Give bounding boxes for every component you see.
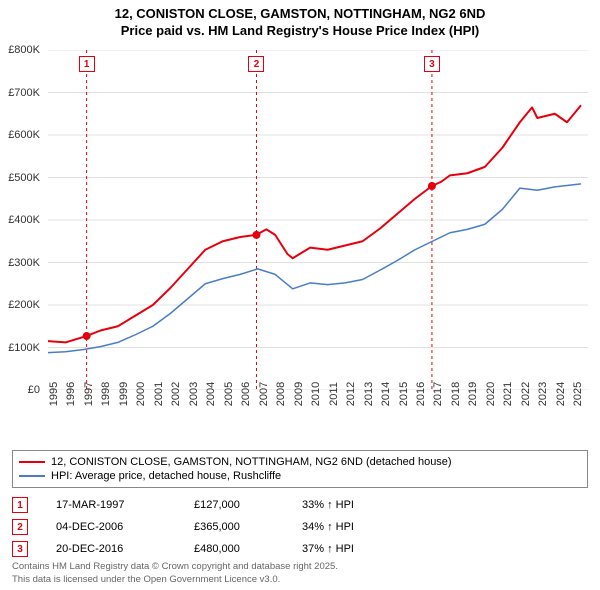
x-axis-tick-label: 2025 (572, 382, 584, 406)
title-line-1: 12, CONISTON CLOSE, GAMSTON, NOTTINGHAM,… (10, 6, 590, 23)
x-axis-tick-label: 2001 (153, 382, 165, 406)
x-axis-tick-label: 2008 (275, 382, 287, 406)
x-axis-tick-label: 2017 (432, 382, 444, 406)
x-axis-tick-label: 2010 (310, 382, 322, 406)
x-axis-tick-label: 2023 (537, 382, 549, 406)
y-axis-tick-label: £500K (8, 172, 40, 184)
x-axis-tick-label: 2012 (345, 382, 357, 406)
chart-area: £0£100K£200K£300K£400K£500K£600K£700K£80… (48, 50, 588, 390)
x-axis-tick-label: 2005 (223, 382, 235, 406)
price-event-badge: 2 (248, 56, 264, 72)
x-axis-tick-label: 2004 (205, 382, 217, 406)
legend-label: 12, CONISTON CLOSE, GAMSTON, NOTTINGHAM,… (51, 456, 452, 468)
line-chart (48, 50, 588, 390)
x-axis-tick-label: 1999 (118, 382, 130, 406)
y-axis-tick-label: £300K (8, 257, 40, 269)
price-event-row: 2 04-DEC-2006 £365,000 34% ↑ HPI (12, 516, 588, 538)
x-axis-tick-label: 2015 (398, 382, 410, 406)
x-axis-tick-label: 2021 (502, 382, 514, 406)
legend-label: HPI: Average price, detached house, Rush… (51, 470, 281, 482)
x-axis-tick-label: 1996 (65, 382, 77, 406)
footer-line-1: Contains HM Land Registry data © Crown c… (12, 561, 338, 573)
price-event-date: 20-DEC-2016 (56, 543, 166, 555)
x-axis-tick-label: 2016 (415, 382, 427, 406)
price-event-hpi: 34% ↑ HPI (302, 521, 354, 533)
price-event-row: 1 17-MAR-1997 £127,000 33% ↑ HPI (12, 494, 588, 516)
price-marker-dot (428, 182, 436, 190)
y-axis-tick-label: £100K (8, 342, 40, 354)
x-axis-tick-label: 1995 (48, 382, 60, 406)
footer-line-2: This data is licensed under the Open Gov… (12, 574, 338, 586)
x-axis-tick-label: 2002 (170, 382, 182, 406)
events-table: 1 17-MAR-1997 £127,000 33% ↑ HPI 2 04-DEC-200… (12, 494, 588, 560)
x-axis-tick-label: 2020 (485, 382, 497, 406)
y-axis-tick-label: £400K (8, 214, 40, 226)
price-marker-dot (83, 332, 91, 340)
y-axis-tick-label: £800K (8, 44, 40, 56)
price-event-amount: £127,000 (194, 499, 274, 511)
legend-swatch (19, 461, 45, 463)
x-axis-tick-label: 2019 (467, 382, 479, 406)
attribution-footer: Contains HM Land Registry data © Crown c… (12, 561, 338, 586)
x-axis-tick-label: 2018 (450, 382, 462, 406)
x-axis-tick-label: 2007 (258, 382, 270, 406)
price-event-badge: 3 (12, 541, 28, 557)
legend-swatch (19, 475, 45, 477)
price-event-hpi: 37% ↑ HPI (302, 543, 354, 555)
price-event-badge: 1 (79, 56, 95, 72)
price-event-badge: 2 (12, 519, 28, 535)
x-axis-tick-label: 2014 (380, 382, 392, 406)
chart-title: 12, CONISTON CLOSE, GAMSTON, NOTTINGHAM,… (0, 0, 600, 42)
price-event-hpi: 33% ↑ HPI (302, 499, 354, 511)
price-marker-dot (252, 231, 260, 239)
y-axis-tick-label: £700K (8, 87, 40, 99)
x-axis-tick-label: 2011 (328, 382, 340, 406)
y-axis-tick-label: £600K (8, 129, 40, 141)
x-axis-tick-label: 2006 (240, 382, 252, 406)
x-axis-tick-label: 1998 (100, 382, 112, 406)
x-axis-tick-label: 1997 (83, 382, 95, 406)
legend-item: 12, CONISTON CLOSE, GAMSTON, NOTTINGHAM,… (19, 455, 581, 469)
legend: 12, CONISTON CLOSE, GAMSTON, NOTTINGHAM,… (12, 450, 588, 488)
price-event-badge: 3 (424, 56, 440, 72)
x-axis-tick-label: 2013 (363, 382, 375, 406)
chart-container: 12, CONISTON CLOSE, GAMSTON, NOTTINGHAM,… (0, 0, 600, 590)
price-event-date: 17-MAR-1997 (56, 499, 166, 511)
legend-item: HPI: Average price, detached house, Rush… (19, 469, 581, 483)
price-event-date: 04-DEC-2006 (56, 521, 166, 533)
x-axis-tick-label: 2003 (188, 382, 200, 406)
y-axis-tick-label: £200K (8, 299, 40, 311)
price-event-row: 3 20-DEC-2016 £480,000 37% ↑ HPI (12, 538, 588, 560)
x-axis-tick-label: 2024 (555, 382, 567, 406)
y-axis-tick-label: £0 (28, 384, 40, 396)
x-axis-tick-label: 2022 (520, 382, 532, 406)
title-line-2: Price paid vs. HM Land Registry's House … (10, 23, 590, 40)
price-event-amount: £365,000 (194, 521, 274, 533)
price-event-badge: 1 (12, 497, 28, 513)
price-event-amount: £480,000 (194, 543, 274, 555)
x-axis-tick-label: 2000 (135, 382, 147, 406)
x-axis-tick-label: 2009 (293, 382, 305, 406)
